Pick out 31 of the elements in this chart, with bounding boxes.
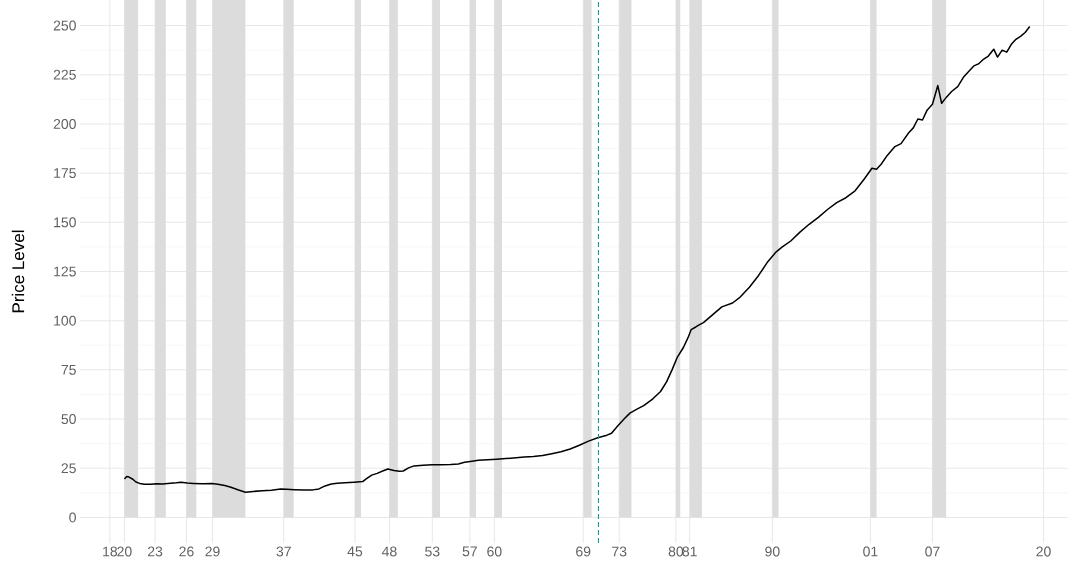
x-tick-label: 23	[147, 546, 163, 557]
y-tick-label: 25	[61, 463, 76, 474]
x-tick-label: 20	[1036, 546, 1051, 557]
x-tick-label: 90	[765, 546, 780, 557]
y-tick-label: 100	[54, 315, 76, 326]
x-tick-label: 01	[863, 546, 878, 557]
y-tick-label: 150	[54, 217, 76, 228]
y-tick-label: 75	[61, 364, 76, 375]
x-tick-label: 18	[103, 546, 118, 557]
y-tick-label: 50	[61, 414, 76, 425]
x-tick-label: 53	[425, 546, 440, 557]
y-tick-label: 225	[53, 69, 76, 80]
x-tick-label: 60	[487, 546, 502, 557]
x-tick-label: 48	[381, 546, 397, 557]
x-tick-label: 07	[925, 546, 940, 557]
x-tick-label: 69	[576, 546, 591, 557]
y-tick-label: 200	[53, 118, 76, 129]
y-tick-label: 0	[69, 512, 76, 523]
x-tick-label: 37	[276, 546, 291, 557]
x-tick-label: 80	[668, 546, 684, 557]
x-tick-label: 29	[205, 546, 220, 557]
y-tick-label: 125	[54, 266, 76, 277]
y-axis-title: Price Level	[11, 230, 25, 313]
x-tick-label: 81	[682, 546, 697, 557]
x-tick-label: 57	[462, 546, 477, 557]
y-tick-label: 175	[54, 168, 76, 179]
x-tick-label: 20	[117, 546, 132, 557]
x-tick-label: 73	[612, 546, 627, 557]
x-tick-label: 45	[347, 546, 363, 557]
y-tick-label: 250	[53, 20, 76, 31]
x-tick-label: 26	[179, 546, 194, 557]
